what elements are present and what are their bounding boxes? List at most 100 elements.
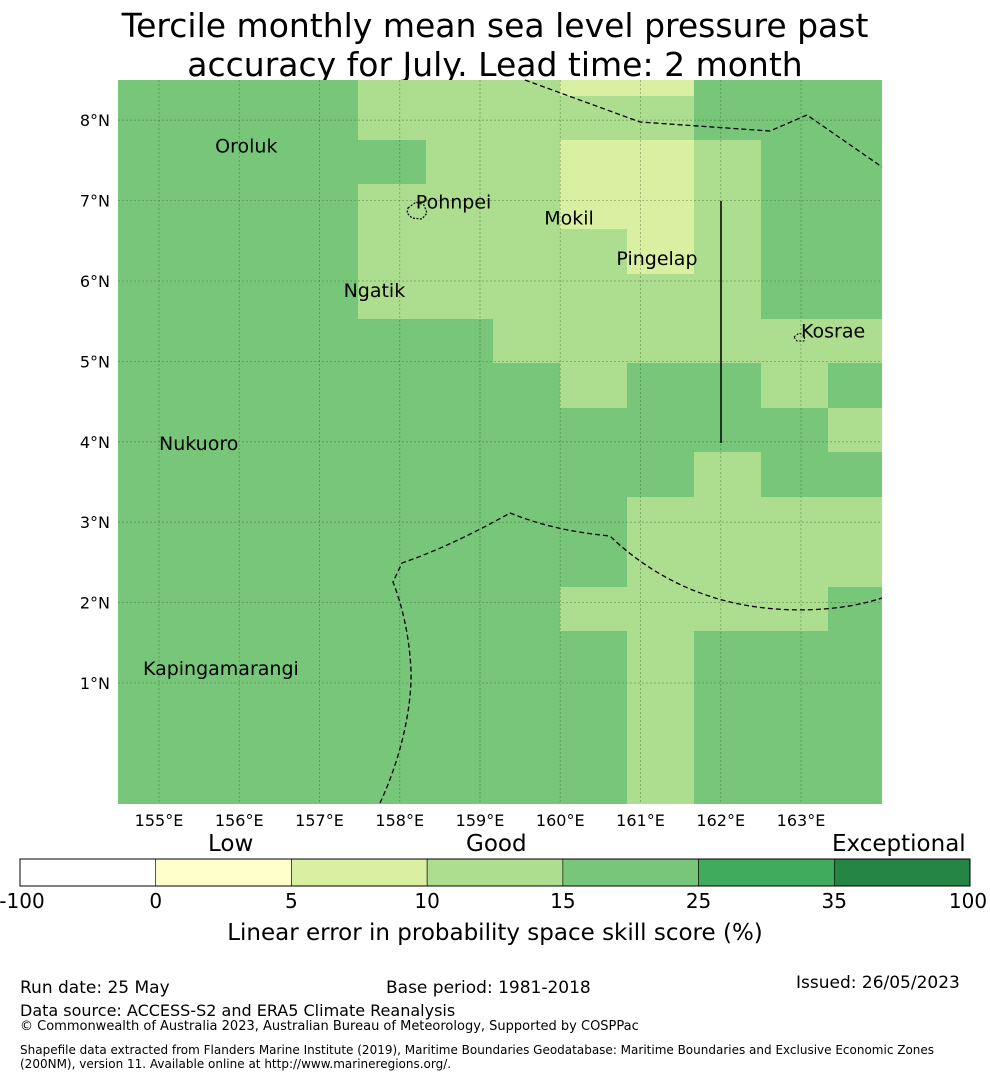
colorbar-tick-label: 35 (821, 889, 848, 913)
pohnpei-island-shape (406, 201, 428, 220)
colorbar-tick-label: 5 (285, 889, 298, 913)
category-exceptional: Exceptional (832, 831, 966, 857)
skill-cell (627, 140, 694, 184)
skill-cell (761, 319, 828, 363)
shapefile-credit-line1: Shapefile data extracted from Flanders M… (20, 1043, 935, 1057)
skill-cell (828, 497, 882, 542)
skill-cell (828, 408, 882, 452)
shapefile-credit-line2: (200NM), version 11. Available online at… (20, 1057, 452, 1071)
skill-cell (627, 96, 694, 140)
skill-grid (118, 80, 882, 804)
skill-cell (560, 363, 627, 408)
skill-cell (358, 184, 426, 229)
lat-tick-label: 7°N (80, 192, 110, 211)
map-title-line1: Tercile monthly mean sea level pressure … (121, 6, 869, 45)
skill-cell (694, 274, 761, 319)
skill-cell (493, 80, 560, 96)
lon-tick-label: 156°E (215, 811, 264, 830)
lon-tick-label: 162°E (696, 811, 745, 830)
colorbar-tick-label: 100 (948, 889, 988, 913)
skill-cell (627, 274, 694, 319)
skill-cell (627, 497, 694, 542)
skill-cell (828, 542, 882, 587)
colorbar-segment (562, 858, 699, 887)
skill-cell (358, 229, 426, 274)
skill-cell (426, 184, 493, 229)
category-low: Low (208, 831, 254, 857)
skill-cell (560, 80, 627, 96)
colorbar-segment (291, 858, 428, 887)
skill-cell (761, 542, 828, 587)
skill-cell (358, 96, 426, 140)
skill-cell (694, 542, 761, 587)
place-label: Pingelap (616, 248, 697, 270)
colorbar (19, 858, 971, 887)
place-label: Oroluk (215, 135, 277, 157)
skill-cell (761, 363, 828, 408)
skill-cell (627, 542, 694, 587)
lon-tick-label: 155°E (135, 811, 184, 830)
skill-cell (761, 497, 828, 542)
colorbar-axis-label: Linear error in probability space skill … (227, 920, 763, 946)
skill-cell (560, 96, 627, 140)
skill-cell (358, 80, 426, 96)
colorbar-segment (19, 858, 157, 887)
island-outlines (406, 201, 806, 342)
place-labels: Oroluk Pohnpei Mokil Pingelap Ngatik Kosrae Nu… (143, 135, 865, 680)
skill-cell (694, 587, 761, 631)
map-title-line2: accuracy for July. Lead time: 2 month (187, 45, 803, 84)
skill-cell (426, 80, 493, 96)
skill-cell (493, 184, 560, 229)
colorbar-frame (19, 858, 971, 887)
skill-cell (627, 184, 694, 229)
lon-tick-label: 163°E (777, 811, 826, 830)
lon-tick-label: 159°E (456, 811, 505, 830)
skill-cell (694, 140, 761, 184)
skill-cell (493, 229, 560, 274)
skill-cell (560, 229, 627, 274)
colorbar-tick-label: 10 (414, 889, 440, 913)
lon-tick-label: 160°E (536, 811, 585, 830)
place-label: Ngatik (344, 280, 406, 302)
map-area: Oroluk Pohnpei Mokil Pingelap Ngatik Kosrae Nu… (118, 79, 883, 804)
map-axes: 155°E 156°E 157°E 158°E 159°E 160°E 161°E 162°E… (80, 111, 825, 830)
skill-cell (426, 229, 493, 274)
lon-tick-label: 161°E (616, 811, 665, 830)
colorbar-segment (698, 858, 835, 887)
skill-cell (627, 587, 694, 631)
lat-tick-label: 5°N (80, 352, 110, 371)
lat-tick-label: 1°N (80, 674, 110, 693)
skill-cell (426, 274, 493, 319)
colorbar-segment (426, 858, 564, 887)
skill-cell (493, 96, 560, 140)
eez-boundary-north (524, 79, 883, 168)
skill-cell (493, 319, 560, 363)
skill-cell (694, 184, 761, 229)
skill-cell (627, 631, 694, 804)
lat-tick-label: 8°N (80, 111, 110, 130)
skill-cell (694, 497, 761, 542)
skill-cell (627, 319, 694, 363)
skill-cell (560, 274, 627, 319)
lat-tick-label: 2°N (80, 594, 110, 613)
run-date: Run date: 25 May (20, 978, 170, 998)
place-label: Kapingamarangi (143, 658, 299, 680)
place-label: Nukuoro (159, 433, 238, 455)
skill-cell (560, 184, 627, 229)
colorbar-tick-label: 15 (550, 889, 576, 913)
skill-cell (560, 587, 627, 631)
colorbar-tick-label: 25 (685, 889, 712, 913)
place-label: Mokil (544, 208, 594, 230)
skill-cell (560, 319, 627, 363)
category-good: Good (466, 831, 527, 857)
skill-cell (560, 140, 627, 184)
colorbar-tick-label: -100 (0, 889, 45, 913)
skill-cell (426, 96, 493, 140)
map-title: Tercile monthly mean sea level pressure … (0, 6, 990, 84)
skill-cell (627, 80, 694, 96)
lat-tick-label: 4°N (80, 433, 110, 452)
copyright-notice: © Commonwealth of Australia 2023, Austra… (20, 1019, 639, 1034)
lat-tick-label: 6°N (80, 272, 110, 291)
skill-cell (426, 140, 493, 184)
